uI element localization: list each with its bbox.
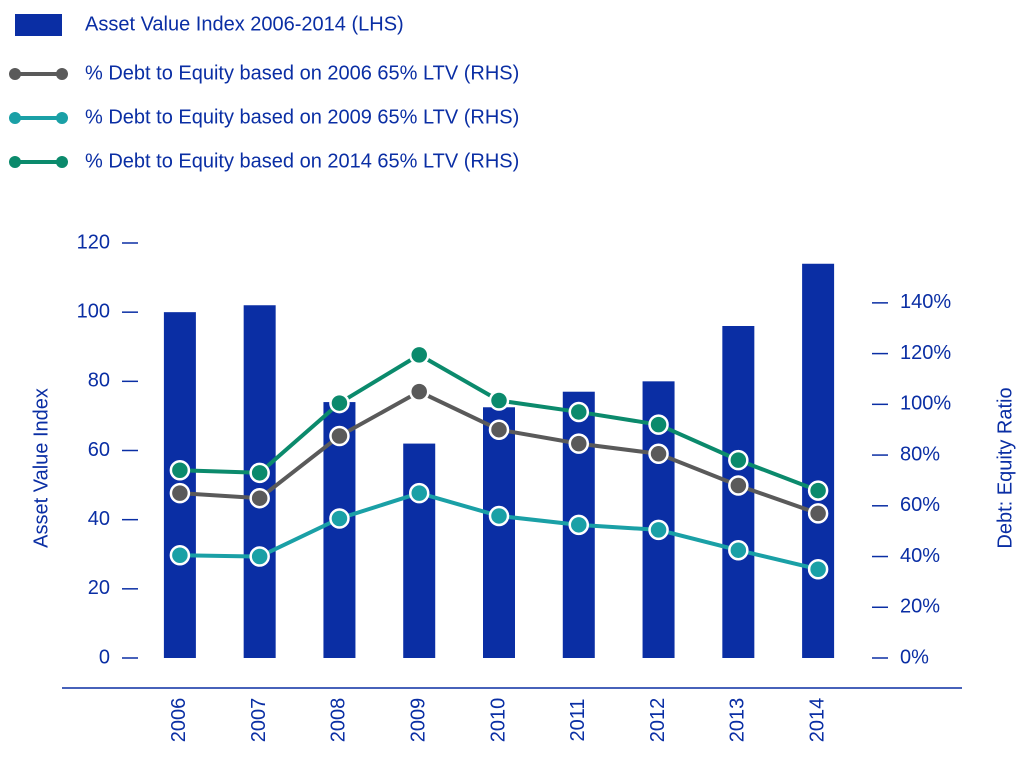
y2-tick-label: 100%: [900, 393, 951, 415]
point: [568, 401, 590, 423]
y-tick-label: 120: [77, 231, 110, 253]
point: [807, 480, 829, 501]
point: [408, 381, 430, 402]
point: [249, 462, 270, 484]
point: [408, 344, 430, 366]
point: [728, 449, 749, 471]
point: [329, 425, 350, 447]
y2-tick-label: 40%: [900, 545, 940, 567]
legend-label: Asset Value Index 2006-2014 (LHS): [85, 13, 404, 35]
y-tick-label: 100: [77, 300, 110, 322]
point: [807, 503, 829, 524]
x-tick-label: 2010: [487, 698, 509, 743]
legend-label: % Debt to Equity based on 2006 65% LTV (…: [85, 62, 519, 84]
point: [728, 475, 749, 496]
point: [648, 414, 669, 435]
y2-tick-label: 20%: [900, 596, 940, 618]
bar: [483, 407, 515, 658]
legend-swatch: [56, 112, 68, 124]
x-tick-label: 2014: [806, 698, 828, 743]
point: [329, 392, 350, 414]
y2-axis-label: Debt: Equity Ratio: [994, 387, 1016, 548]
legend-swatch: [15, 14, 62, 36]
point: [169, 545, 191, 566]
point: [568, 514, 590, 536]
bar: [802, 263, 835, 658]
x-tick-label: 2008: [328, 698, 350, 743]
point: [169, 460, 191, 481]
point: [249, 487, 270, 509]
point: [648, 443, 669, 465]
point: [408, 482, 430, 504]
y-tick-label: 20: [88, 577, 110, 599]
y2-tick-label: 0%: [900, 646, 929, 668]
y2-tick-label: 120%: [900, 342, 951, 364]
y2-tick-label: 60%: [900, 494, 940, 516]
legend-swatch: [9, 156, 21, 168]
y2-tick-label: 80%: [900, 443, 940, 465]
x-tick-label: 2007: [248, 698, 270, 743]
legend-swatch: [9, 112, 21, 124]
x-tick-label: 2013: [727, 698, 749, 743]
x-tick-label: 2012: [647, 698, 669, 743]
legend-swatch: [9, 68, 21, 80]
point: [648, 519, 669, 541]
y-tick-label: 80: [88, 370, 110, 392]
x-tick-label: 2006: [168, 698, 190, 743]
legend-label: % Debt to Equity based on 2014 65% LTV (…: [85, 150, 519, 172]
point: [329, 508, 350, 529]
bar: [403, 443, 436, 658]
legend-swatch: [56, 156, 68, 168]
y-tick-label: 60: [88, 439, 110, 461]
legend-label: % Debt to Equity based on 2009 65% LTV (…: [85, 106, 519, 128]
y-tick-label: 0: [99, 646, 110, 668]
point: [169, 482, 191, 504]
point: [488, 390, 510, 411]
point: [488, 505, 510, 527]
point: [568, 433, 590, 454]
x-tick-label: 2011: [567, 698, 589, 741]
point: [249, 546, 270, 567]
point: [807, 558, 829, 580]
point: [488, 419, 510, 440]
y-tick-label: 40: [88, 508, 110, 530]
point: [728, 539, 749, 561]
x-tick-label: 2009: [408, 698, 430, 743]
y-axis-label: Asset Value Index: [30, 388, 52, 548]
legend-swatch: [56, 68, 68, 80]
y2-tick-label: 140%: [900, 291, 951, 313]
